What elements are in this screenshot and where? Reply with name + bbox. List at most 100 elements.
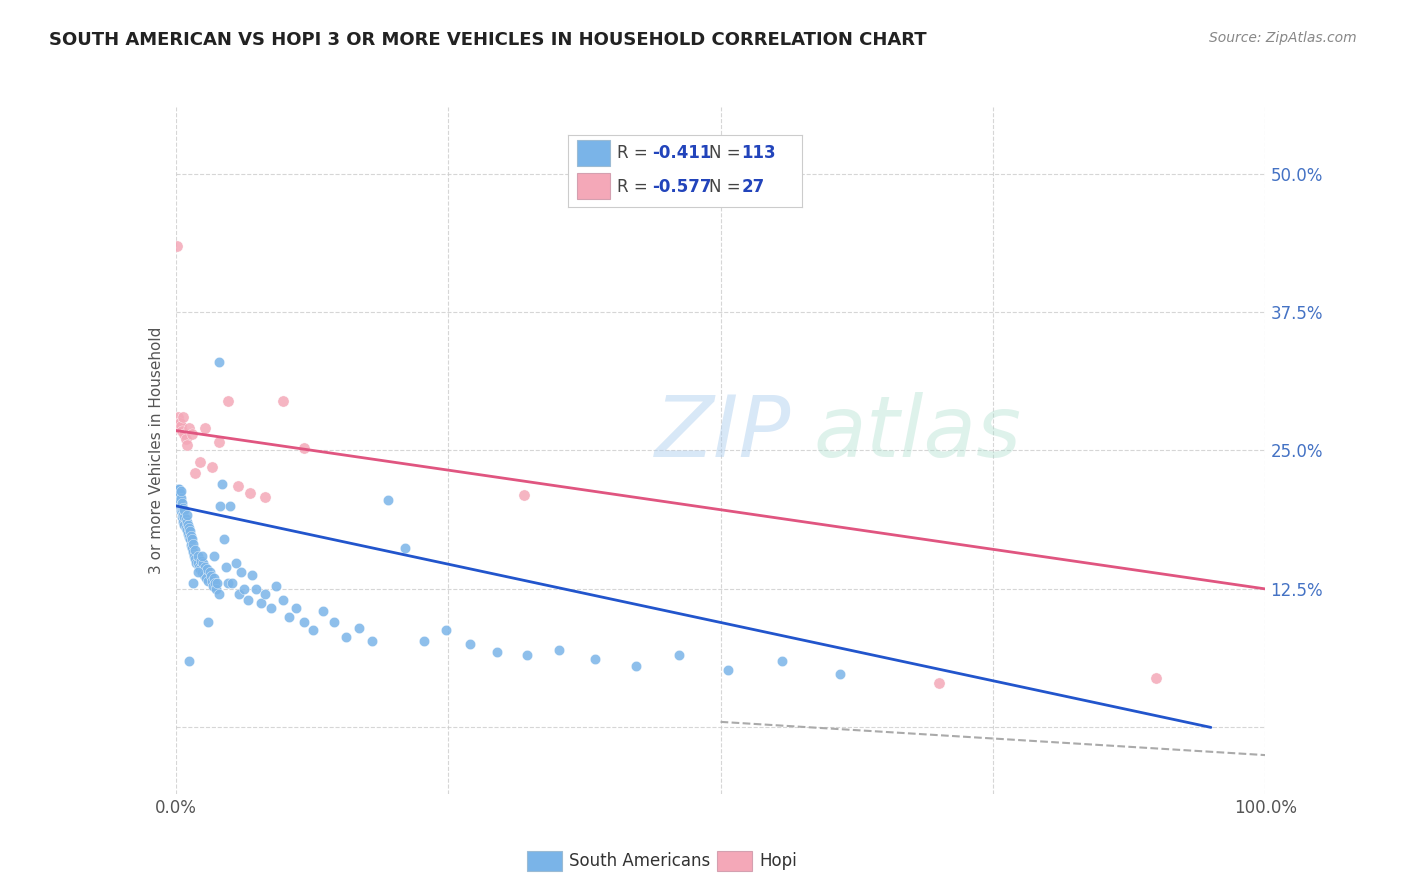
Point (202, 571, 225, 585)
Point (177, 530, 200, 544)
Point (179, 532, 201, 546)
Point (177, 517, 200, 532)
Point (167, 416, 190, 430)
Point (186, 549, 209, 563)
Point (186, 557, 209, 571)
Point (184, 466, 207, 480)
Point (413, 634, 436, 648)
Point (177, 654, 200, 668)
Point (176, 438, 198, 452)
Point (201, 574, 224, 589)
Point (179, 524, 201, 539)
Point (172, 495, 194, 509)
Point (198, 566, 221, 580)
Text: ZIP: ZIP (655, 392, 792, 475)
Point (173, 426, 195, 441)
Point (169, 493, 191, 508)
Point (172, 424, 194, 438)
Point (181, 532, 204, 546)
Point (202, 549, 225, 563)
Point (170, 499, 193, 513)
Point (174, 521, 197, 535)
Text: SOUTH AMERICAN VS HOPI 3 OR MORE VEHICLES IN HOUSEHOLD CORRELATION CHART: SOUTH AMERICAN VS HOPI 3 OR MORE VEHICLE… (49, 31, 927, 49)
Point (167, 410, 190, 425)
Point (170, 419, 193, 434)
Text: R =: R = (617, 178, 654, 195)
Point (717, 663, 740, 677)
Point (184, 543, 207, 558)
Point (264, 579, 287, 593)
Text: 27: 27 (741, 178, 765, 195)
Point (176, 508, 198, 522)
Point (172, 510, 194, 524)
Point (166, 238, 188, 252)
Point (172, 502, 194, 516)
Point (191, 549, 214, 563)
Bar (578, 139, 610, 166)
Point (193, 567, 215, 582)
Point (240, 567, 263, 582)
Point (624, 659, 647, 673)
Point (458, 637, 481, 651)
Point (513, 488, 536, 502)
Point (172, 410, 194, 425)
Point (208, 355, 231, 369)
Point (302, 623, 325, 637)
Text: N =: N = (709, 178, 745, 195)
Point (197, 615, 219, 630)
Point (347, 621, 370, 635)
Point (245, 582, 267, 596)
Point (377, 493, 399, 508)
Point (231, 566, 253, 580)
Text: Hopi: Hopi (759, 852, 797, 870)
Text: South Americans: South Americans (569, 852, 710, 870)
Point (516, 648, 538, 663)
Point (548, 643, 571, 657)
Point (187, 559, 209, 574)
Text: N =: N = (709, 144, 745, 162)
Point (177, 421, 200, 435)
Point (254, 490, 277, 504)
Point (177, 521, 200, 535)
Point (217, 393, 239, 408)
Point (167, 488, 190, 502)
Point (166, 493, 188, 508)
Point (183, 549, 205, 563)
Point (212, 532, 235, 546)
Point (191, 557, 214, 571)
Text: Source: ZipAtlas.com: Source: ZipAtlas.com (1209, 31, 1357, 45)
Point (583, 651, 606, 665)
Point (181, 426, 204, 441)
Point (167, 482, 190, 496)
Point (770, 654, 793, 668)
Point (292, 442, 315, 456)
Point (271, 393, 294, 408)
Point (284, 600, 307, 615)
Point (172, 501, 194, 516)
Point (335, 630, 357, 644)
Point (186, 557, 208, 571)
Point (360, 634, 382, 648)
Point (172, 516, 194, 530)
Point (170, 484, 193, 499)
Point (205, 582, 228, 596)
Point (167, 499, 190, 513)
Point (204, 576, 226, 591)
Point (170, 504, 193, 518)
Point (394, 541, 416, 555)
Point (181, 541, 204, 555)
Point (292, 615, 315, 630)
Point (172, 508, 194, 522)
Text: 113: 113 (741, 144, 776, 162)
Point (173, 503, 195, 517)
Y-axis label: 3 or more Vehicles in Household: 3 or more Vehicles in Household (149, 326, 165, 574)
Point (217, 576, 239, 591)
Point (211, 476, 233, 491)
Point (236, 593, 259, 607)
Point (180, 529, 202, 543)
Point (215, 559, 238, 574)
Bar (578, 173, 610, 200)
Point (239, 485, 262, 500)
Point (194, 421, 217, 435)
Point (169, 499, 191, 513)
